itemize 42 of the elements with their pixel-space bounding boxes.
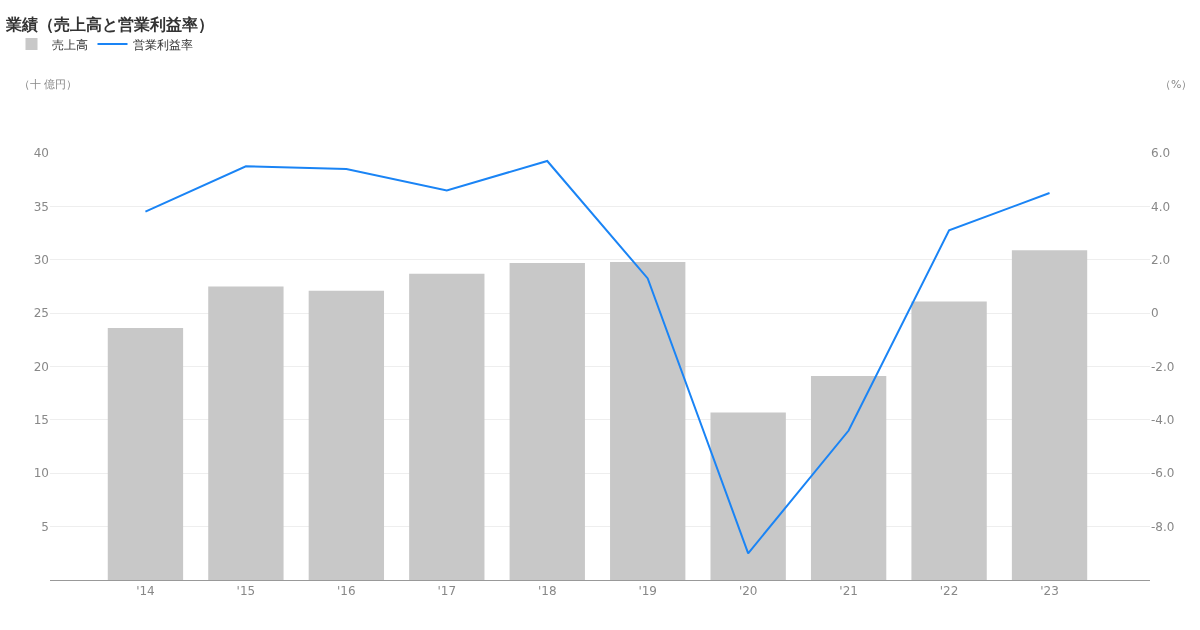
y-tick-label: 35 [33, 199, 49, 214]
legend-label: 売上高 [51, 37, 88, 52]
bar [107, 328, 184, 580]
bar [1011, 250, 1088, 580]
y-tick-label: 5 [41, 519, 49, 534]
y-tick-label: 30 [33, 252, 49, 267]
y2-tick-label: 2.0 [1151, 252, 1171, 267]
x-tick-label: '23 [1040, 584, 1059, 599]
y-tick-label: 15 [33, 413, 49, 428]
y2-tick-label: -6.0 [1151, 466, 1175, 481]
bar [810, 376, 887, 580]
bar [911, 301, 987, 580]
x-tick-label: '18 [537, 584, 557, 599]
y-tick-label: 25 [33, 306, 49, 321]
y2-tick-label: -2.0 [1151, 359, 1175, 374]
y2-tick-label: 4.0 [1151, 199, 1171, 214]
bar [710, 412, 786, 580]
x-tick-label: '19 [638, 584, 658, 599]
line-series [144, 160, 1051, 555]
x-tick-label: '16 [337, 584, 356, 599]
y2-tick-label: 0 [1151, 306, 1159, 321]
legend-label: 営業利益率 [132, 37, 193, 52]
x-tick-label: '21 [839, 584, 858, 599]
x-tick-label: '20 [738, 584, 758, 599]
y2-tick-label: -8.0 [1151, 519, 1175, 534]
text: （%） [1160, 78, 1193, 91]
y2-tick-label: -4.0 [1151, 413, 1175, 428]
bar [409, 273, 485, 580]
y-tick-label: 40 [33, 146, 49, 161]
y2-tick-label: 6.0 [1151, 146, 1171, 161]
bar [308, 290, 385, 580]
text: （十 億円） [19, 78, 78, 91]
x-tick-label: '15 [236, 584, 256, 599]
bar [610, 261, 686, 580]
bar [208, 286, 284, 580]
y-tick-label: 10 [33, 466, 49, 481]
x-tick-label: '17 [437, 584, 457, 599]
x-tick-label: '22 [939, 584, 959, 599]
bar [509, 262, 585, 580]
y-tick-label: 20 [33, 359, 49, 374]
chart-title: 業績（売上高と営業利益率） [5, 15, 214, 35]
x-tick-label: '14 [136, 584, 155, 599]
